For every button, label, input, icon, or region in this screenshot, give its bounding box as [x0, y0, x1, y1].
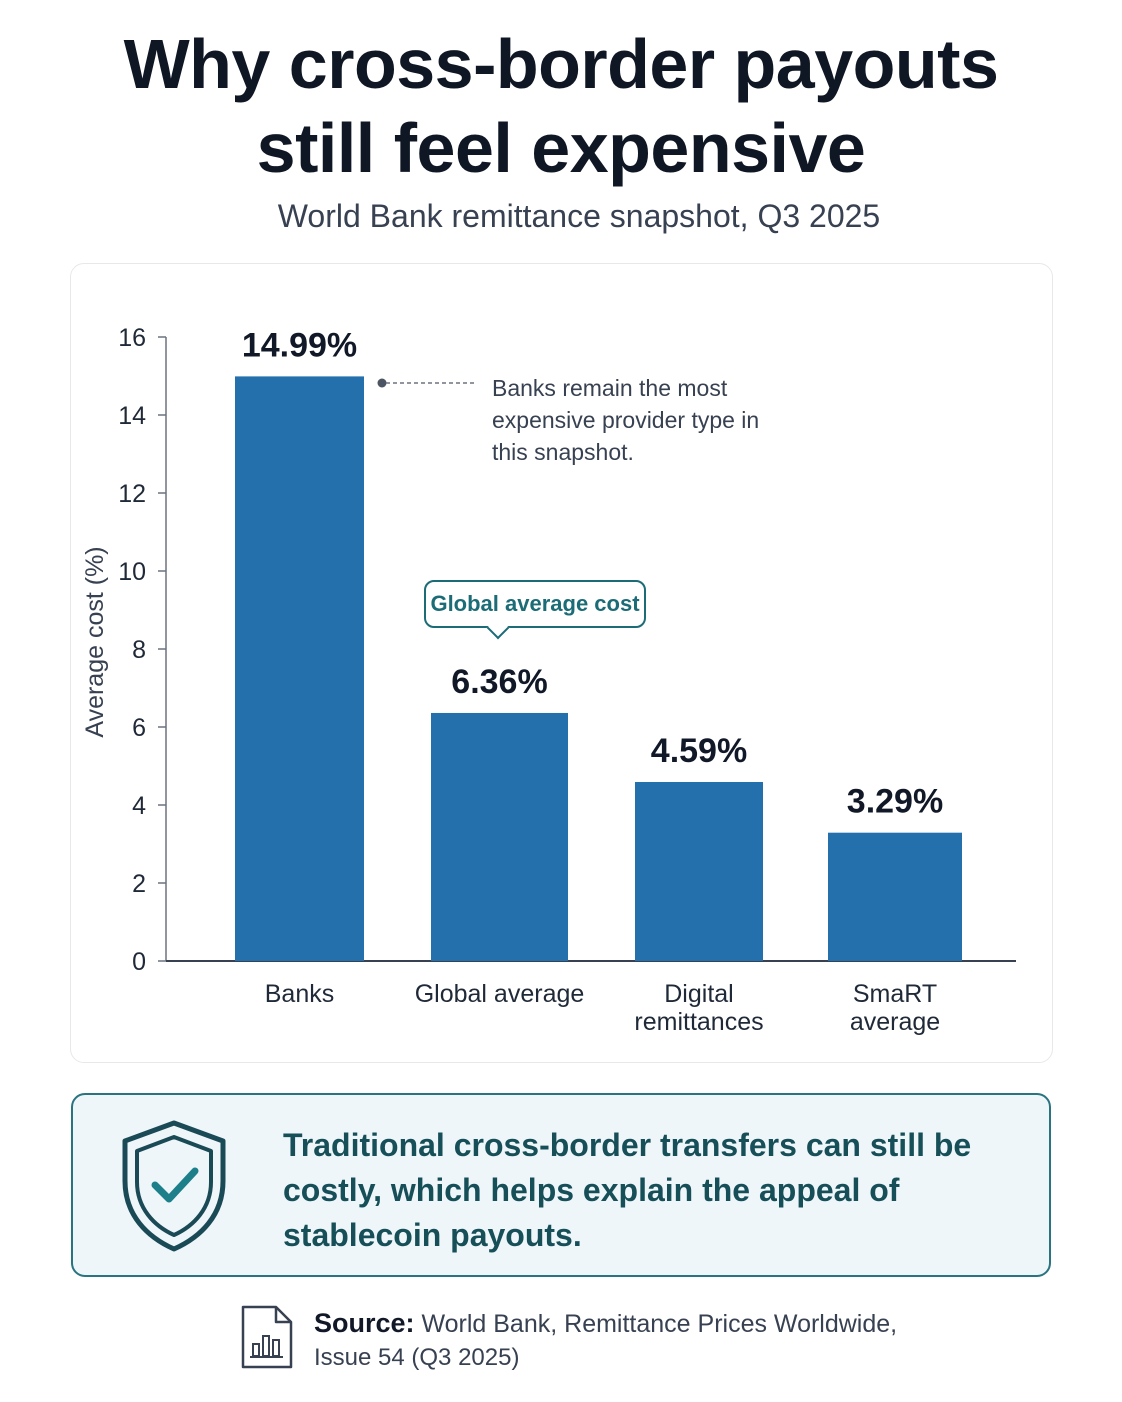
document-chart-icon	[241, 1305, 293, 1369]
page-title: Why cross-border payouts still feel expe…	[0, 22, 1122, 190]
y-tick-label: 14	[118, 402, 146, 430]
source-citation: Source: World Bank, Remittance Prices Wo…	[240, 1302, 940, 1372]
takeaway-banner: Traditional cross-border transfers can s…	[71, 1093, 1051, 1277]
banks-note-leader	[377, 378, 474, 388]
y-tick-label: 12	[118, 480, 146, 508]
value-labels: 14.99% 6.36% 4.59% 3.29%	[242, 326, 943, 820]
takeaway-text: Traditional cross-border transfers can s…	[283, 1127, 972, 1253]
source-line-2: Issue 54 (Q3 2025)	[314, 1344, 520, 1371]
bar	[828, 832, 962, 961]
bar-value-label: 6.36%	[451, 663, 547, 701]
y-tick-label: 2	[132, 870, 146, 898]
y-ticks: 0 2 4 6 8 10 12 14 16	[118, 324, 166, 976]
x-tick-label: Global average	[415, 980, 585, 1008]
x-tick-label: average	[850, 1008, 940, 1036]
y-tick-label: 8	[132, 636, 146, 664]
y-tick-label: 0	[132, 948, 146, 976]
bar-value-label: 14.99%	[242, 326, 357, 364]
y-tick-label: 16	[118, 324, 146, 352]
x-tick-label: SmaRT	[853, 980, 937, 1008]
bar	[431, 712, 568, 961]
source-label: Source:	[314, 1308, 415, 1338]
title-line-1: Why cross-border payouts	[123, 25, 999, 103]
bar-chart: 0 2 4 6 8 10 12 14 16 Average cost (%) 14.99% 6.3…	[81, 324, 1016, 1036]
x-tick-label: Banks	[265, 980, 334, 1008]
leader-dot	[377, 378, 387, 388]
global-average-callout: Global average cost	[424, 580, 646, 628]
bars	[235, 376, 962, 961]
title-line-2: still feel expensive	[256, 109, 866, 187]
page-subtitle: World Bank remittance snapshot, Q3 2025	[277, 198, 881, 234]
shield-check-icon	[122, 1120, 226, 1252]
y-axis-label: Average cost (%)	[81, 546, 109, 737]
source-text-1: World Bank, Remittance Prices Worldwide,	[421, 1310, 898, 1338]
bar-value-label: 4.59%	[651, 732, 747, 770]
x-tick-label: remittances	[634, 1008, 763, 1036]
y-tick-label: 10	[118, 558, 146, 586]
y-tick-label: 6	[132, 714, 146, 742]
bar-value-label: 3.29%	[847, 783, 943, 821]
bar	[235, 376, 364, 961]
bar	[635, 781, 763, 961]
source-line-1: Source: World Bank, Remittance Prices Wo…	[314, 1308, 897, 1339]
banks-annotation: Banks remain the most expensive provider…	[492, 375, 760, 465]
y-tick-label: 4	[132, 792, 146, 820]
x-tick-label: Digital	[664, 980, 733, 1008]
